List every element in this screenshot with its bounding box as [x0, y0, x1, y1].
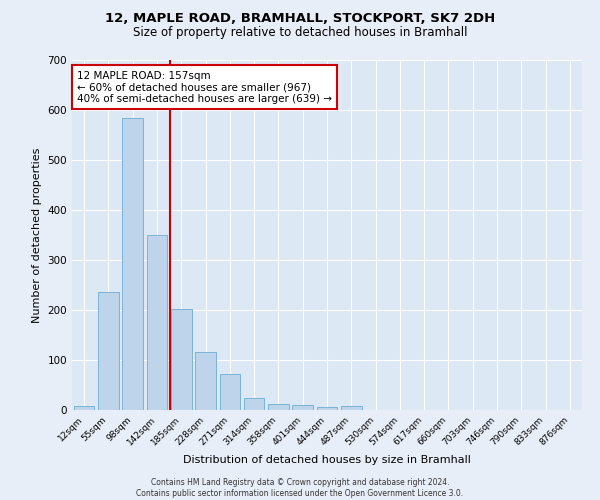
Bar — [341, 406, 362, 410]
Bar — [220, 374, 240, 410]
Bar — [317, 406, 337, 410]
Y-axis label: Number of detached properties: Number of detached properties — [32, 148, 42, 322]
Bar — [98, 292, 119, 410]
Bar — [146, 235, 167, 410]
Text: 12 MAPLE ROAD: 157sqm
← 60% of detached houses are smaller (967)
40% of semi-det: 12 MAPLE ROAD: 157sqm ← 60% of detached … — [77, 70, 332, 104]
Text: 12, MAPLE ROAD, BRAMHALL, STOCKPORT, SK7 2DH: 12, MAPLE ROAD, BRAMHALL, STOCKPORT, SK7… — [105, 12, 495, 26]
Bar — [292, 405, 313, 410]
X-axis label: Distribution of detached houses by size in Bramhall: Distribution of detached houses by size … — [183, 456, 471, 466]
Bar — [171, 308, 191, 410]
Text: Size of property relative to detached houses in Bramhall: Size of property relative to detached ho… — [133, 26, 467, 39]
Bar — [122, 118, 143, 410]
Bar — [195, 352, 216, 410]
Bar — [74, 406, 94, 410]
Text: Contains HM Land Registry data © Crown copyright and database right 2024.
Contai: Contains HM Land Registry data © Crown c… — [136, 478, 464, 498]
Bar — [244, 398, 265, 410]
Bar — [268, 404, 289, 410]
